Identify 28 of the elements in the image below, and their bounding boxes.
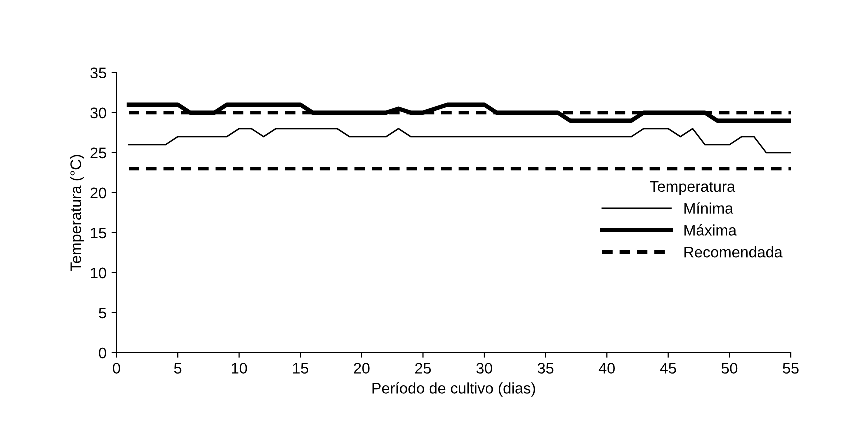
x-tick-label: 40 xyxy=(598,363,616,374)
x-tick-label: 15 xyxy=(293,363,308,374)
x-tick-label: 45 xyxy=(660,363,676,374)
x-tick-label: 50 xyxy=(722,363,738,374)
y-tick-label: 20 xyxy=(90,188,106,199)
legend-title: Temperatura xyxy=(650,181,736,196)
y-tick-label: 5 xyxy=(99,308,106,319)
x-tick-label: 35 xyxy=(538,363,554,374)
y-axis-title: Temperatura (°C) xyxy=(70,155,84,272)
y-tick-label: 0 xyxy=(99,348,106,359)
y-tick-label: 30 xyxy=(90,108,106,119)
x-tick-label: 20 xyxy=(354,363,370,374)
legend-label: Recomendada xyxy=(684,246,783,258)
x-tick-label: 10 xyxy=(232,363,248,374)
line-series xyxy=(128,128,792,154)
x-axis-title: Período de cultivo (dias) xyxy=(372,382,536,397)
x-tick-label: 30 xyxy=(476,363,492,374)
line-series xyxy=(126,102,792,123)
legend-label: Máxima xyxy=(684,224,737,236)
legend-label: Mínima xyxy=(684,202,734,214)
y-tick-label: 10 xyxy=(91,268,106,279)
y-tick-label: 35 xyxy=(90,68,106,79)
y-tick-label: 15 xyxy=(91,228,106,239)
x-tick-label: 55 xyxy=(783,363,799,374)
x-tick-label: 25 xyxy=(416,363,432,374)
y-tick-label: 25 xyxy=(90,148,106,159)
x-tick-label: 5 xyxy=(174,363,182,374)
x-tick-label: 0 xyxy=(113,363,120,374)
